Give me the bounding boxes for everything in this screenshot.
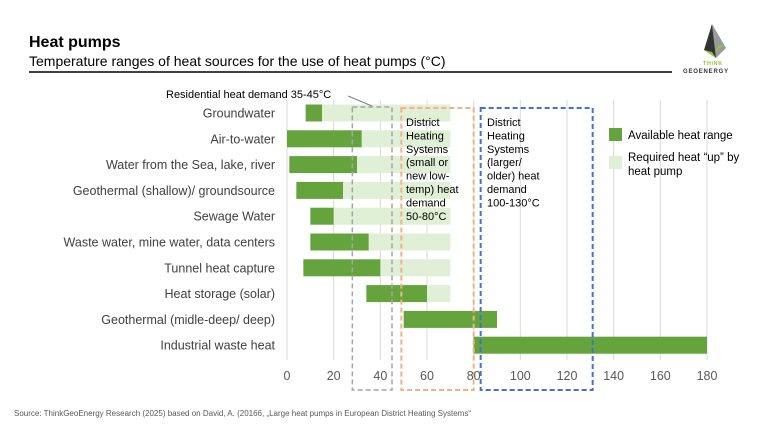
annotation-box xyxy=(400,107,475,391)
available-heat-bar xyxy=(305,104,322,122)
annotation-box xyxy=(479,107,594,391)
available-heat-bar xyxy=(296,181,343,199)
page-title: Heat pumps xyxy=(29,34,121,51)
category-label: Geothermal (shallow)/ groundsource xyxy=(73,184,275,198)
available-heat-bar xyxy=(310,233,369,251)
x-tick-label: 180 xyxy=(697,369,718,383)
category-label: Tunnel heat capture xyxy=(164,261,275,275)
available-heat-bar xyxy=(403,310,497,328)
x-tick-label: 120 xyxy=(557,369,578,383)
available-heat-bar xyxy=(287,130,362,148)
source-note: Source: ThinkGeoEnergy Research (2025) b… xyxy=(14,409,471,418)
x-tick-label: 160 xyxy=(650,369,671,383)
legend-swatch-required xyxy=(609,156,622,169)
available-heat-bar xyxy=(303,259,381,277)
district-heating-label: Heating xyxy=(487,130,525,142)
district-heating-label: District xyxy=(487,117,521,129)
x-tick-label: 40 xyxy=(373,369,387,383)
district-heating-label: demand xyxy=(487,184,527,196)
x-tick-label: 0 xyxy=(284,369,291,383)
district-heating-label: demand xyxy=(406,197,446,209)
district-heating-label: District xyxy=(406,117,440,129)
x-tick-label: 140 xyxy=(603,369,624,383)
district-heating-label: (larger/ xyxy=(487,157,523,169)
category-label: Air-to-water xyxy=(210,132,275,146)
legend-swatch-available xyxy=(609,128,622,141)
x-tick-label: 60 xyxy=(420,369,434,383)
district-heating-label: older) heat xyxy=(487,171,540,183)
residential-demand-label: Residential heat demand 35-45°C xyxy=(166,89,331,101)
district-heating-label: Systems xyxy=(406,144,449,156)
thinkgeoenergy-logo: THINK GEOENERGY xyxy=(683,24,729,75)
x-tick-label: 20 xyxy=(327,369,341,383)
legend-label-required: Required heat “up” by xyxy=(628,152,739,164)
required-heat-bar xyxy=(343,181,451,199)
required-heat-bar xyxy=(368,233,451,251)
category-label: Sewage Water xyxy=(193,210,275,224)
district-heating-label: new low- xyxy=(406,171,450,183)
x-tick-label: 80 xyxy=(467,369,481,383)
district-heating-label: 100-130°C xyxy=(487,197,540,209)
district-heating-label: (small or xyxy=(406,157,449,169)
district-heating-label: Heating xyxy=(406,130,444,142)
available-heat-bar xyxy=(289,156,357,174)
annotation-box xyxy=(351,106,393,391)
available-heat-bar xyxy=(310,207,334,225)
category-label: Geothermal (midle-deep/ deep) xyxy=(101,313,275,327)
available-heat-bar xyxy=(473,336,707,354)
category-label: Waste water, mine water, data centers xyxy=(64,236,275,250)
category-label: Industrial waste heat xyxy=(160,339,275,353)
annotation-leader-line xyxy=(347,95,373,107)
district-heating-label: temp) heat xyxy=(406,184,459,196)
available-heat-bar xyxy=(366,285,427,303)
category-label: Heat storage (solar) xyxy=(165,287,275,301)
category-label: Water from the Sea, lake, river xyxy=(106,158,275,172)
x-tick-label: 100 xyxy=(510,369,531,383)
required-heat-bar xyxy=(357,156,451,174)
district-heating-label: Systems xyxy=(487,144,530,156)
logo-geoenergy: GEOENERGY xyxy=(683,69,729,75)
legend-label-required-cont: heat pump xyxy=(628,166,682,178)
required-heat-bar xyxy=(361,130,451,148)
page-subtitle: Temperature ranges of heat sources for t… xyxy=(29,53,445,69)
required-heat-bar xyxy=(427,285,451,303)
district-heating-label: 50-80°C xyxy=(406,211,447,223)
logo-think: THINK xyxy=(703,61,723,67)
legend-label-available: Available heat range xyxy=(628,130,733,142)
required-heat-bar xyxy=(380,259,451,277)
category-label: Groundwater xyxy=(203,107,275,121)
